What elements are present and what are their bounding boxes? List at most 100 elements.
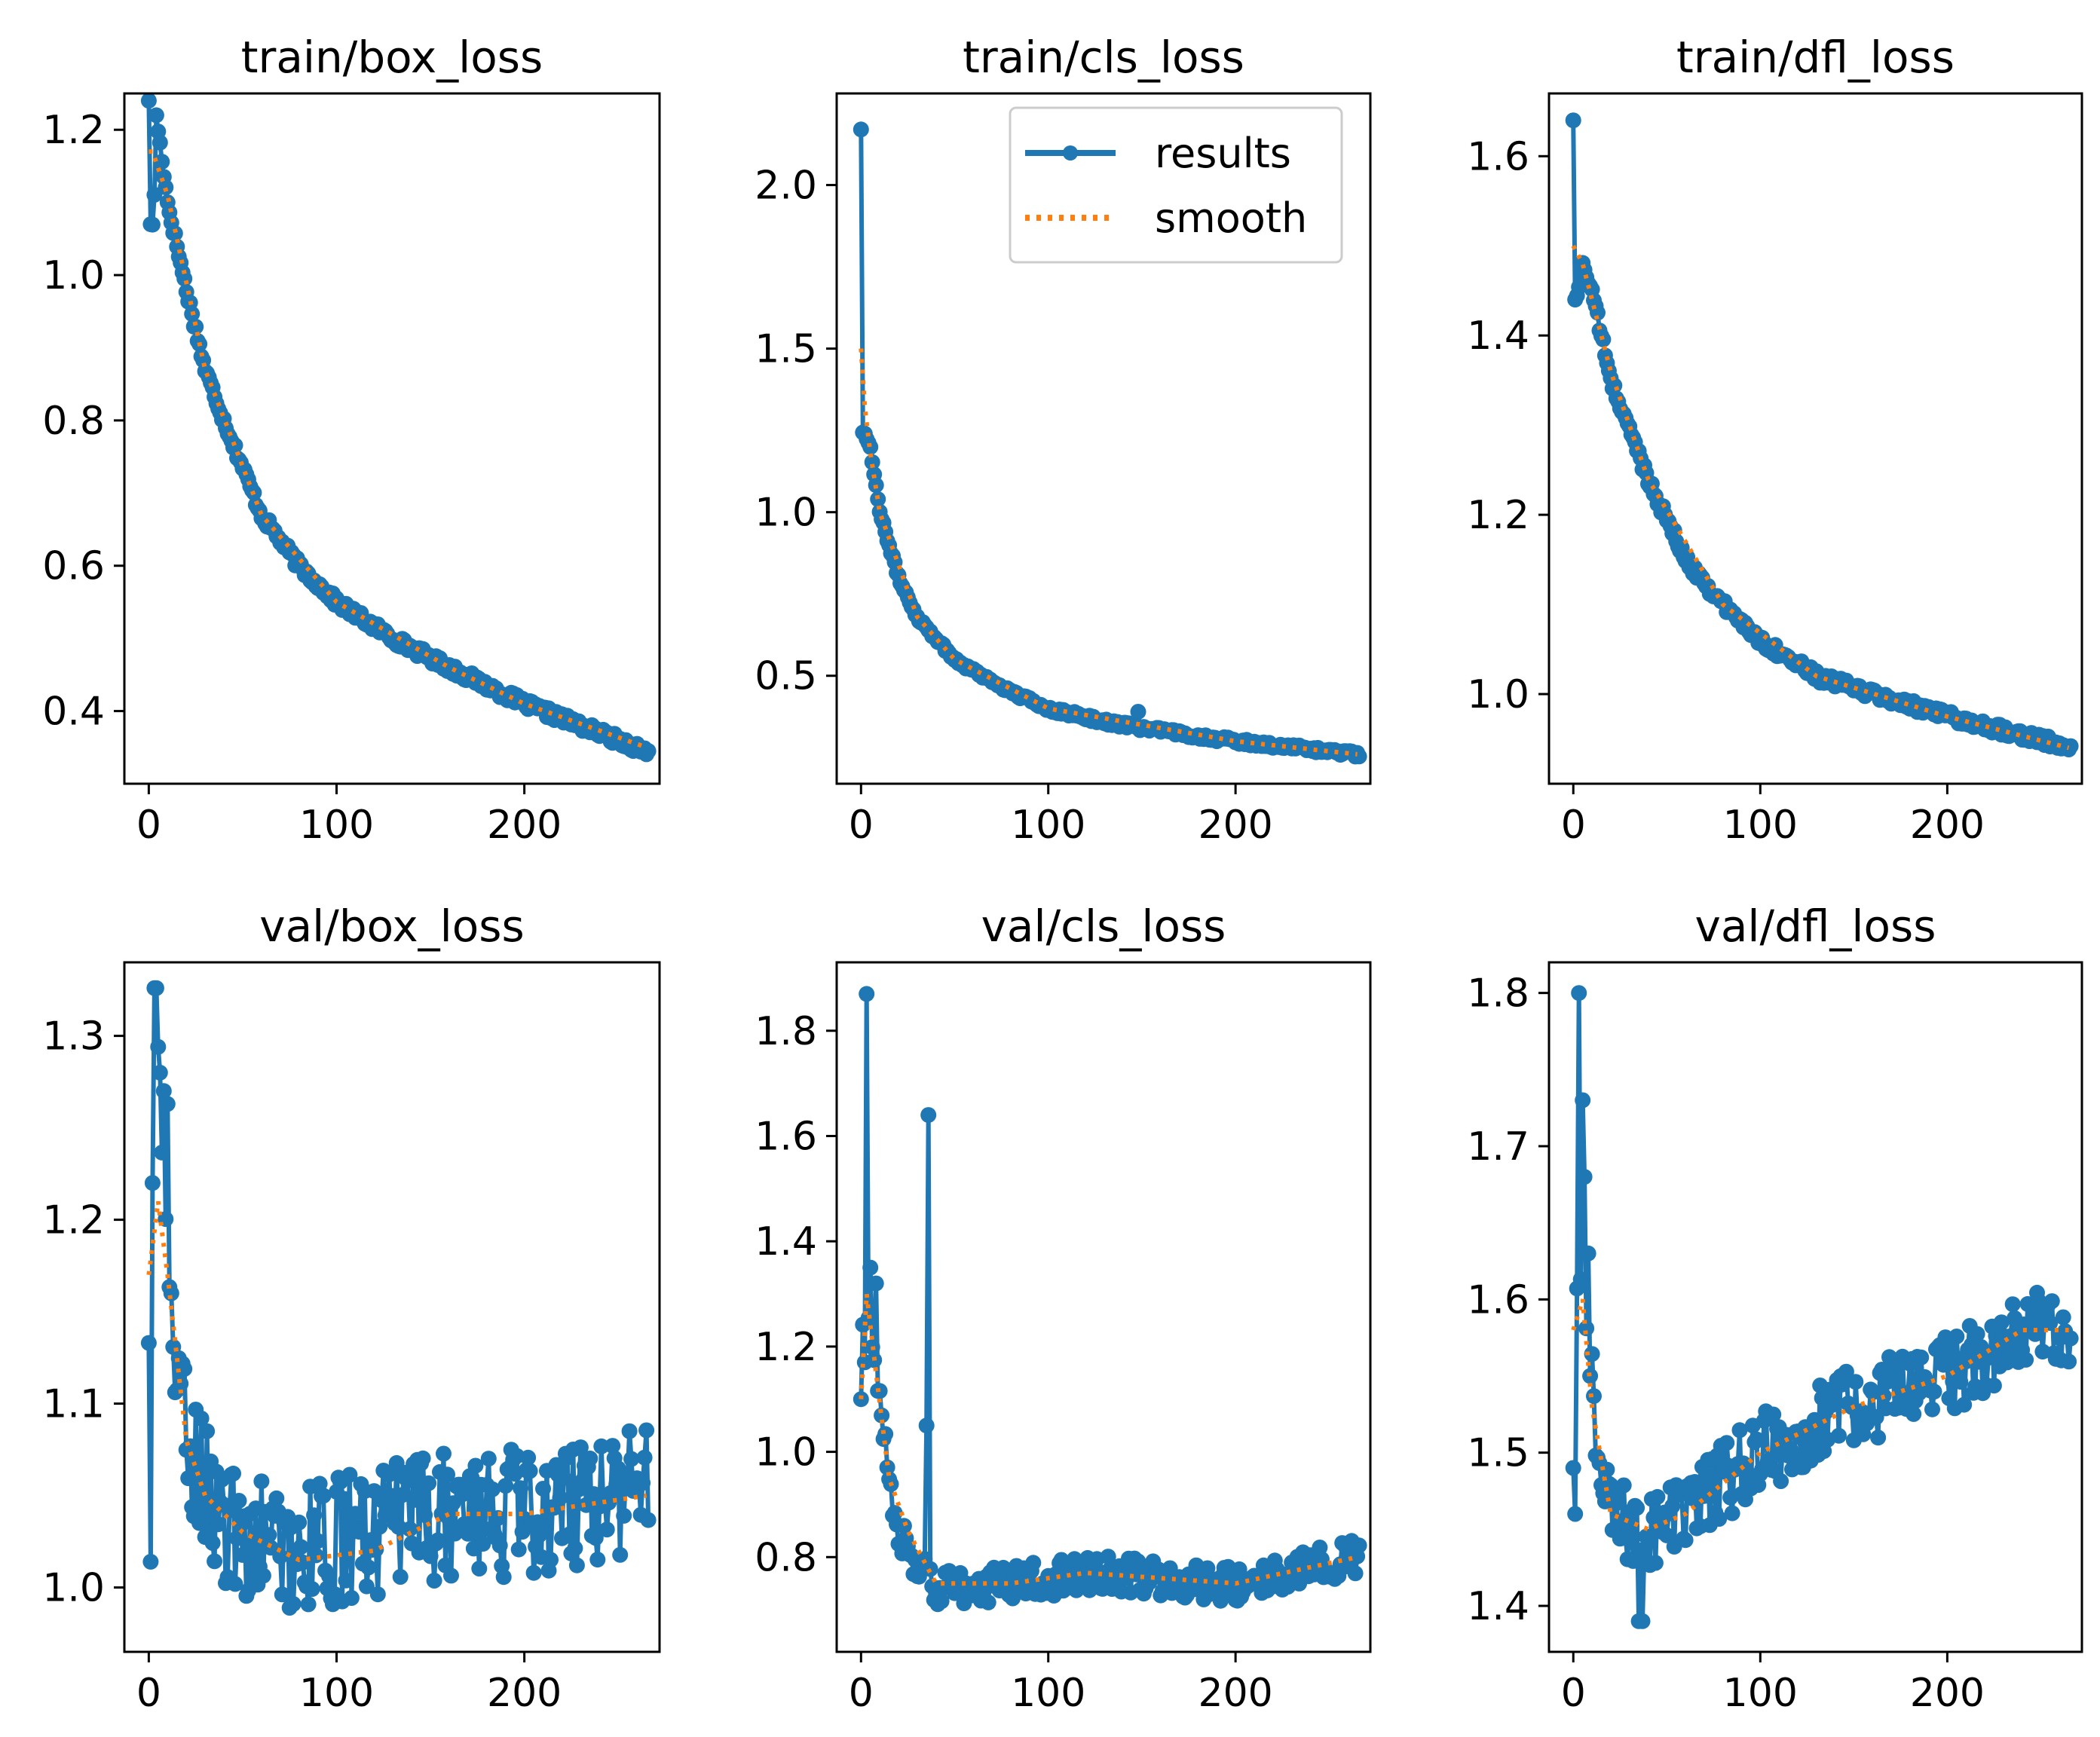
results-point [1025, 1555, 1042, 1571]
results-point [853, 121, 869, 138]
results-point [439, 1466, 455, 1483]
results-point [1647, 1555, 1664, 1571]
results-point [140, 93, 157, 109]
smooth-series-line [146, 1200, 647, 1563]
x-tick-label: 0 [1561, 1671, 1586, 1716]
results-point [152, 134, 168, 151]
legend-results-label: results [1155, 130, 1291, 177]
results-point [272, 1548, 289, 1564]
results-point [360, 1559, 377, 1576]
results-point [510, 1541, 527, 1558]
chart-title: val/box_loss [259, 901, 524, 952]
panel-train-box-loss: train/box_loss 0 100 200 0.4 0.6 0.8 1.0… [42, 32, 661, 848]
panel-val-cls-loss: val/cls_loss 0 100 200 0.8 1.0 1.2 1.4 1… [755, 901, 1372, 1716]
results-point [1913, 1349, 1930, 1365]
results-point [163, 1285, 179, 1301]
results-point [358, 1578, 375, 1595]
results-point [1580, 1245, 1596, 1261]
results-point [146, 187, 163, 203]
results-point [574, 1472, 591, 1489]
y-tick-label: 1.4 [1467, 313, 1529, 359]
x-tick-label: 100 [1011, 803, 1085, 848]
results-point [471, 1561, 488, 1576]
results-point [874, 1407, 890, 1424]
results-point [1351, 748, 1367, 765]
results-point [497, 1478, 514, 1494]
results-point [520, 1449, 537, 1466]
results-point [199, 1423, 216, 1439]
results-point [310, 1533, 326, 1549]
results-point [1748, 1431, 1765, 1448]
y-tick-label: 1.6 [1467, 134, 1529, 179]
x-tick-label: 100 [299, 803, 374, 848]
results-point [140, 1335, 157, 1351]
results-point [1212, 1592, 1229, 1609]
results-point [868, 1275, 884, 1292]
results-point [417, 1507, 433, 1523]
x-tick-label: 0 [849, 803, 874, 848]
results-point [587, 1530, 604, 1546]
results-point [1615, 1477, 1632, 1494]
panel-val-dfl-loss: val/dfl_loss 0 100 200 1.4 1.5 1.6 1.7 1… [1467, 901, 2083, 1716]
chart-title: val/dfl_loss [1695, 901, 1936, 952]
results-point [210, 1516, 227, 1533]
x-tick-label: 100 [1011, 1671, 1085, 1716]
results-point [862, 1259, 879, 1276]
results-point [1838, 1363, 1854, 1380]
y-tick-label: 0.4 [42, 690, 105, 735]
axes-frame [835, 92, 1372, 785]
results-point [877, 1426, 894, 1442]
x-tick-label: 100 [299, 1671, 374, 1716]
results-point [1599, 1461, 1615, 1478]
plot-area [140, 93, 657, 763]
tick-labels: 0 100 200 1.0 1.1 1.2 1.3 [42, 1014, 562, 1716]
results-point [638, 1422, 655, 1439]
results-point [1351, 1537, 1367, 1554]
results-point [1969, 1326, 1985, 1342]
results-point [1621, 1521, 1638, 1537]
axes-frame [835, 961, 1372, 1653]
results-point [148, 980, 164, 996]
results-point [253, 1473, 270, 1490]
results-point [491, 1537, 508, 1554]
results-point [1786, 1446, 1802, 1463]
results-point [513, 1480, 529, 1497]
results-point [154, 1144, 170, 1161]
legend-results-marker [1063, 145, 1078, 161]
results-point [2062, 738, 2079, 754]
results-point [144, 216, 161, 233]
legend-smooth-label: smooth [1155, 194, 1307, 242]
results-point [1100, 1549, 1116, 1565]
y-tick-label: 1.1 [42, 1382, 105, 1427]
results-point [525, 1564, 542, 1581]
y-tick-label: 1.8 [755, 1009, 817, 1054]
results-point [426, 1573, 442, 1589]
results-point [616, 1507, 632, 1524]
results-point [381, 1466, 397, 1482]
results-point [343, 1590, 360, 1606]
results-point [1740, 1466, 1757, 1482]
y-tick-label: 1.2 [1467, 493, 1529, 538]
x-tick-label: 0 [136, 1671, 161, 1716]
results-point [304, 1581, 320, 1598]
results-point [351, 1524, 367, 1540]
results-point [1649, 1488, 1666, 1505]
y-tick-label: 1.4 [755, 1219, 817, 1265]
results-point [246, 1545, 262, 1561]
chart-title: train/cls_loss [963, 32, 1244, 83]
results-point [173, 1375, 189, 1392]
results-point [1658, 1527, 1675, 1543]
plot-area [1565, 112, 2079, 757]
results-point [567, 1540, 583, 1556]
results-point [1636, 1541, 1652, 1558]
smooth-series-line [1571, 244, 2070, 751]
x-tick-label: 200 [1910, 1671, 1985, 1716]
results-point [341, 1466, 358, 1483]
results-point [1719, 1435, 1735, 1451]
results-point [392, 1569, 409, 1585]
y-tick-label: 1.0 [42, 1566, 105, 1611]
results-point [535, 1481, 551, 1497]
results-point [421, 1475, 437, 1491]
y-tick-label: 1.4 [1467, 1584, 1529, 1629]
